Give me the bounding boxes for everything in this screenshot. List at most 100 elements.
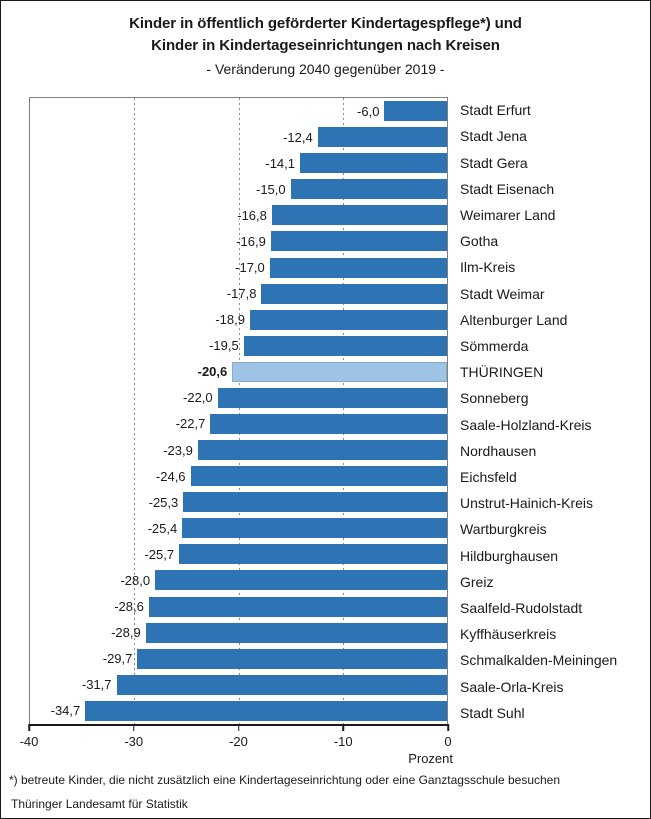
bar-value-label: -25,4 (147, 520, 178, 536)
category-label: Wartburgkreis (460, 521, 547, 538)
category-label: Eichsfeld (460, 468, 517, 485)
bar-row: -28,0 (30, 567, 447, 593)
category-label: Schmalkalden-Meiningen (460, 652, 618, 669)
bar-value-label: -23,9 (163, 442, 193, 458)
x-axis-tick (28, 724, 30, 731)
category-label: THÜRINGEN (460, 364, 544, 381)
bar-row: -24,6 (30, 463, 447, 489)
bar-row: -22,0 (30, 385, 447, 411)
bar (137, 648, 447, 669)
x-tick-label: -10 (333, 734, 353, 749)
chart-title-line2: Kinder in Kindertageseinrichtungen nach … (151, 37, 500, 54)
bar-value-label: -19,5 (209, 338, 239, 354)
category-label: Unstrut-Hainich-Kreis (460, 495, 594, 512)
x-axis-tick (342, 724, 344, 731)
x-axis (28, 724, 449, 732)
bar (290, 179, 447, 200)
bar-value-label: -22,7 (175, 416, 206, 432)
bar-row: -17,0 (30, 254, 447, 280)
category-label: Greiz (460, 573, 494, 590)
category-label: Stadt Gera (460, 154, 528, 171)
category-label: Saale-Holzland-Kreis (460, 416, 592, 433)
x-axis-tick (237, 724, 240, 731)
bar-row: -20,6 (30, 359, 447, 385)
bar (155, 570, 447, 591)
bar (182, 518, 447, 539)
x-axis-tick-labels: -40 -30 -20 -10 0 (20, 734, 452, 750)
bars-area: -6,0 -12,4 -14,1 -15,0 -16,8 -16,9 -17,0 -17,8 -… (30, 98, 447, 724)
category-label: Saalfeld-Rudolstadt (460, 599, 583, 616)
category-label: Stadt Weimar (460, 285, 545, 302)
source-label: Thüringer Landesamt für Statistik (11, 797, 188, 811)
category-label: Altenburger Land (460, 311, 568, 328)
bar-value-label: -17,0 (235, 260, 265, 275)
category-label: Stadt Eisenach (460, 180, 555, 197)
bar (210, 413, 447, 434)
bar-row: -18,9 (30, 307, 447, 333)
bar-row: -25,7 (30, 541, 447, 567)
bar (217, 387, 447, 408)
bar-row: -19,5 (30, 333, 447, 359)
chart-title-block: Kinder in öffentlich geförderter Kindert… (1, 13, 650, 79)
bar-value-label: -22,0 (183, 390, 213, 406)
gridline-minus-20 (238, 98, 240, 724)
category-label: Stadt Erfurt (460, 102, 531, 119)
plot-area: -6,0 -12,4 -14,1 -15,0 -16,8 -16,9 -17,0 -17,8 -… (29, 97, 448, 726)
bar-row: -14,1 (30, 150, 447, 176)
category-label: Stadt Jena (460, 128, 527, 145)
bar-value-label: -15,0 (255, 181, 286, 197)
bar-value-label: -28,9 (111, 625, 141, 641)
category-label: Hildburghausen (460, 547, 559, 564)
category-label: Weimarer Land (460, 206, 556, 223)
bar-value-label: -28,0 (120, 572, 151, 588)
bar-row: -28,6 (30, 593, 447, 619)
bar-value-label: -16,9 (236, 233, 266, 249)
bar-row: -22,7 (30, 411, 447, 437)
category-label: Nordhausen (460, 442, 537, 459)
bar (384, 101, 447, 122)
bar-value-label: -31,7 (81, 677, 112, 693)
bar (145, 622, 447, 643)
bar-value-label: -34,7 (50, 703, 81, 719)
bar (116, 674, 447, 695)
bar (317, 127, 447, 148)
x-axis-title: Prozent (408, 751, 453, 766)
chart-title-line1: Kinder in öffentlich geförderter Kindert… (129, 15, 522, 32)
bar (85, 700, 447, 721)
x-tick-label: 0 (444, 734, 452, 749)
chart-subtitle: - Veränderung 2040 gegenüber 2019 - (206, 61, 445, 77)
x-tick-label: -30 (124, 734, 144, 749)
bar-value-label: -25,3 (148, 494, 179, 510)
bar-row: -17,8 (30, 281, 447, 307)
bar (270, 231, 447, 252)
bar-row: -25,4 (30, 515, 447, 541)
bar-row: -23,9 (30, 437, 447, 463)
bar-row: -15,0 (30, 176, 447, 202)
bar-value-label: -29,7 (102, 651, 133, 667)
bar-row: -16,9 (30, 228, 447, 254)
bar (197, 440, 447, 461)
bar-value-label: -25,7 (144, 546, 175, 562)
bar (148, 596, 447, 617)
bar (179, 544, 447, 565)
category-label: Gotha (460, 233, 499, 250)
bar-row: -28,9 (30, 620, 447, 646)
bar (261, 283, 447, 304)
bar (249, 309, 447, 330)
bar-value-label: -28,6 (114, 599, 144, 615)
footnote: *) betreute Kinder, die nicht zusätzlich… (9, 773, 561, 787)
bar-value-label: -24,6 (155, 468, 186, 484)
bar (300, 153, 447, 174)
category-label: Sonneberg (460, 390, 529, 407)
x-axis-tick (133, 724, 135, 731)
x-tick-label: -40 (19, 734, 39, 749)
bar-row: -6,0 (30, 98, 447, 124)
bar-value-label: -16,8 (237, 207, 267, 223)
category-label: Kyffhäuserkreis (460, 626, 557, 643)
bar-row: -25,3 (30, 489, 447, 515)
bar-row: -16,8 (30, 202, 447, 228)
bar-highlight (232, 361, 447, 382)
bar-value-label: -20,6 (197, 364, 228, 380)
gridline-minus-30 (134, 98, 136, 724)
